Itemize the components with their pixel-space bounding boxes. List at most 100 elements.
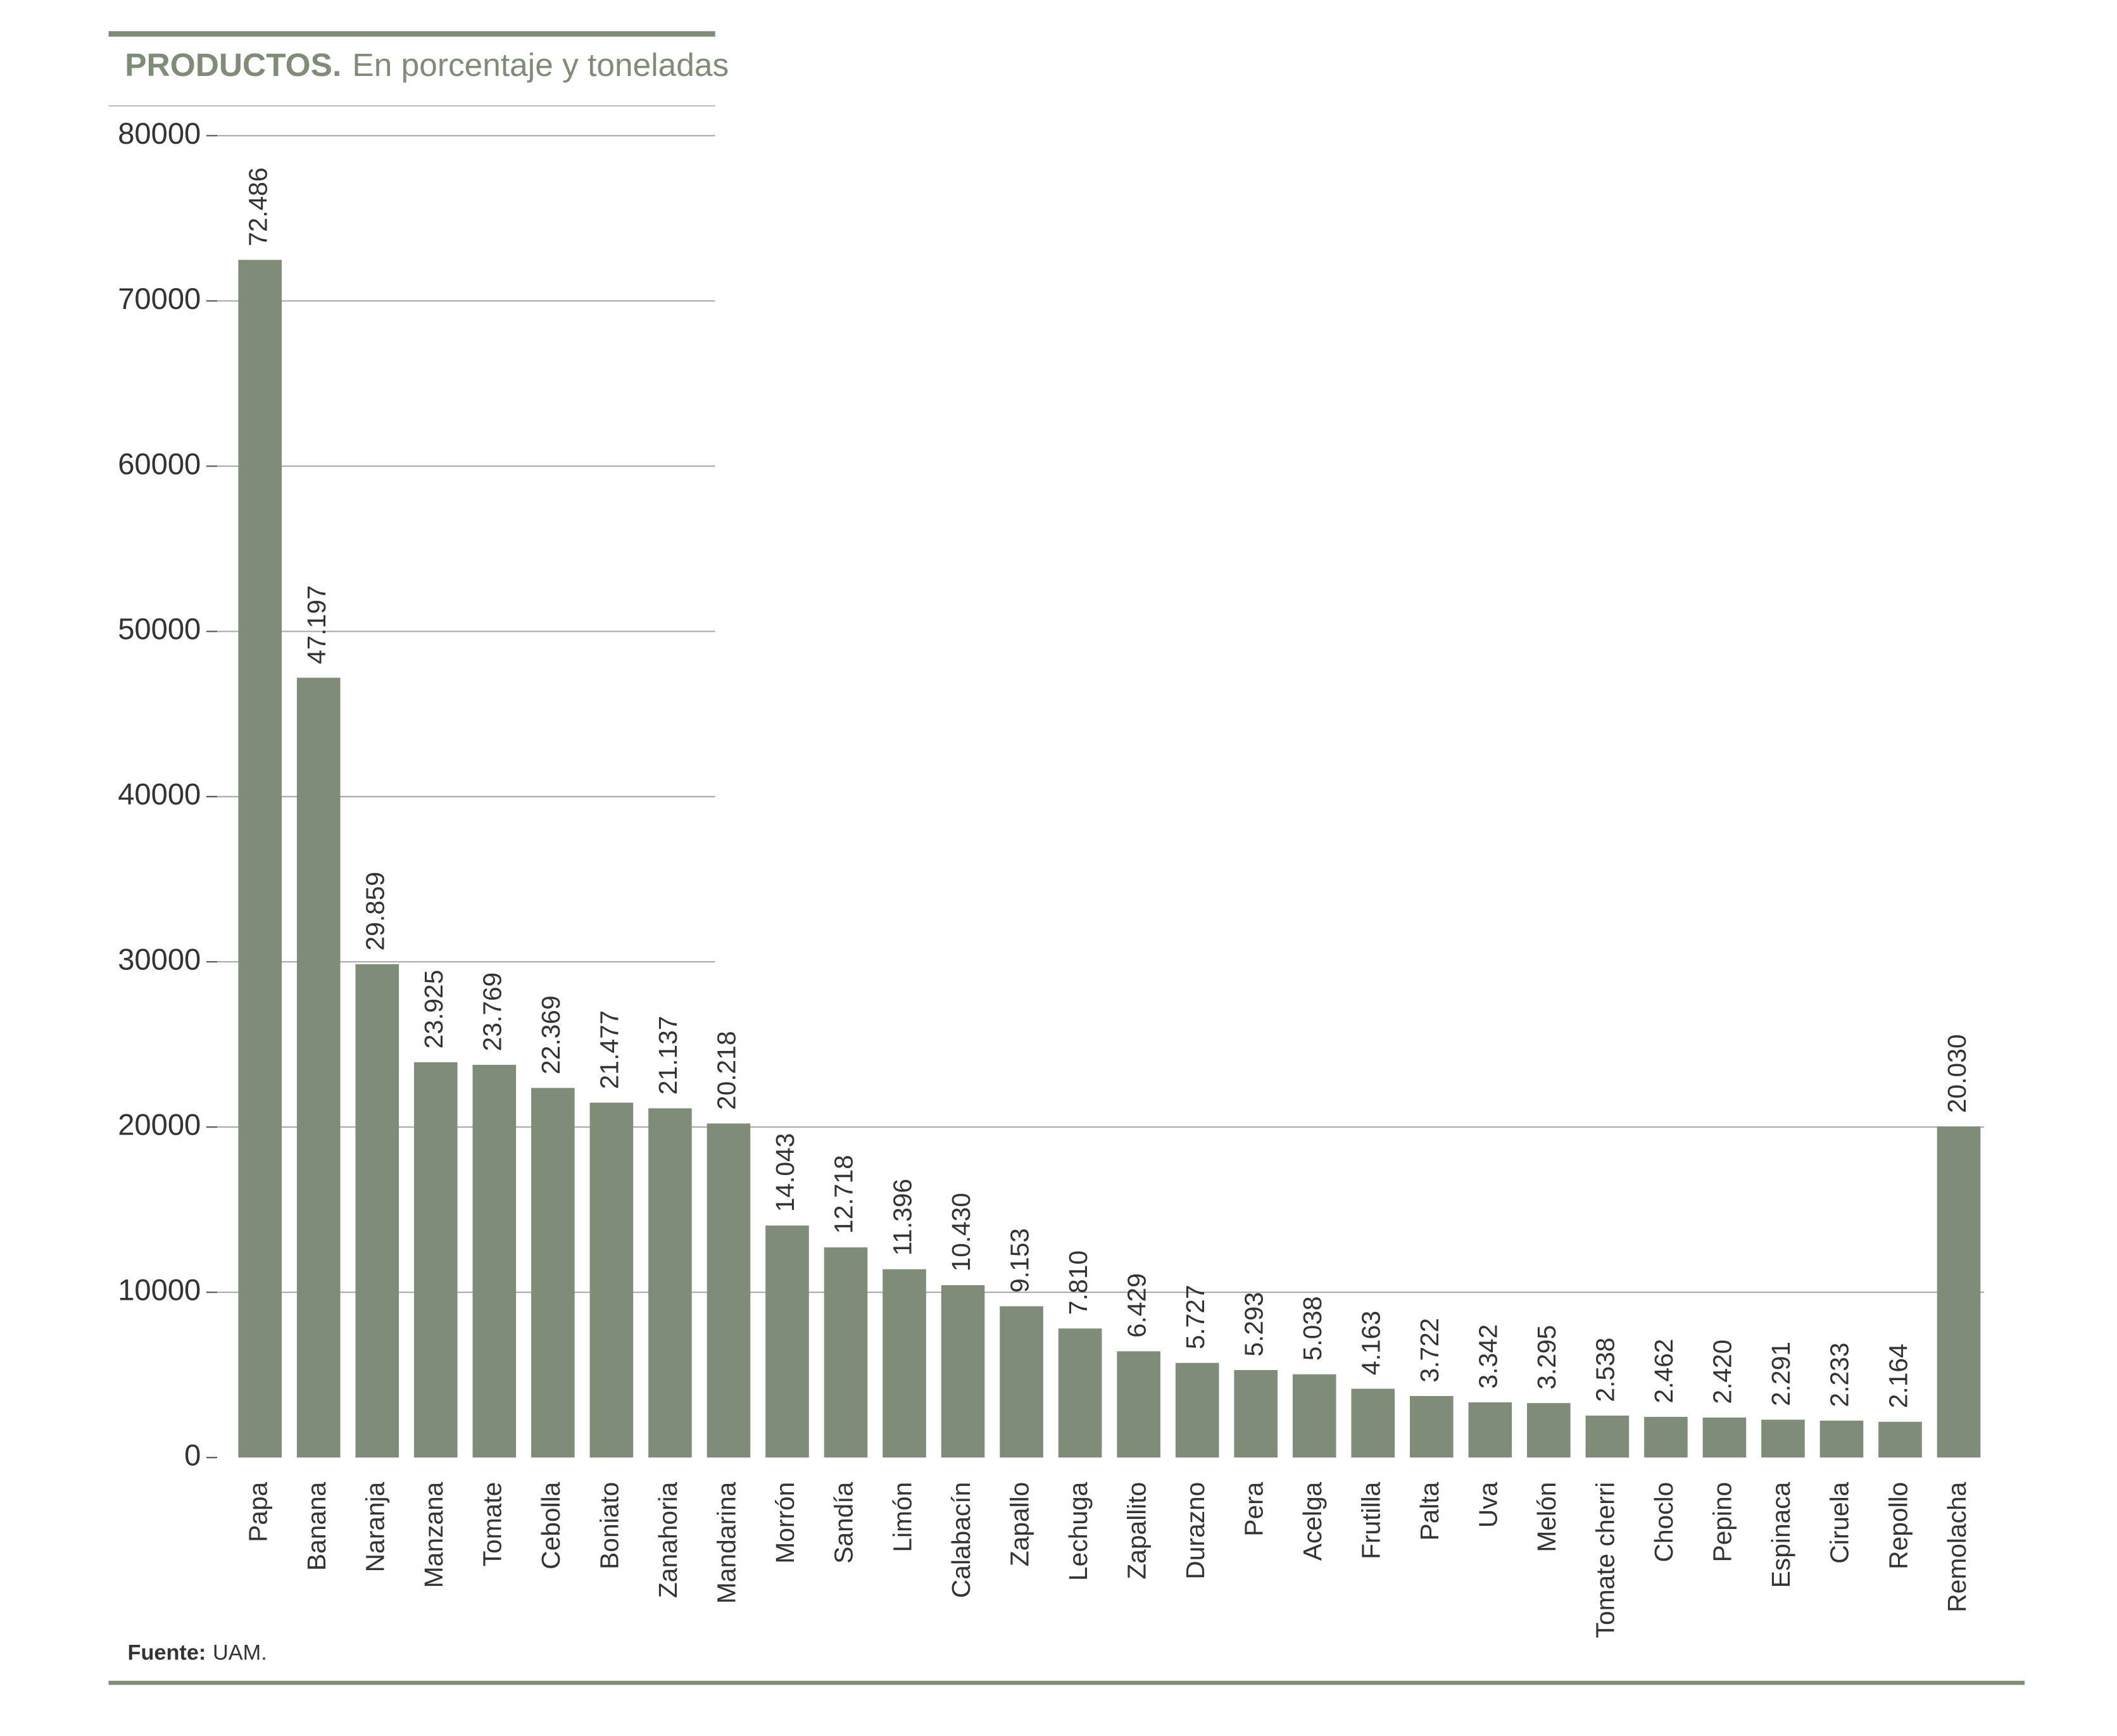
bar (1585, 1415, 1630, 1458)
x-tick-label: Espinaca (1766, 1481, 1795, 1588)
bar (531, 1088, 575, 1458)
x-tick-label: Zapallo (1005, 1482, 1034, 1567)
x-tick-label: Repollo (1883, 1482, 1913, 1569)
x-tick-label: Acelga (1298, 1481, 1327, 1561)
bar (1937, 1126, 1981, 1458)
value-label: 10.430 (946, 1193, 976, 1272)
title-line: PRODUCTOS. En porcentaje y toneladas (125, 46, 729, 83)
x-tick-label: Zapallito (1122, 1482, 1151, 1580)
bar (1702, 1417, 1747, 1458)
value-label: 29.859 (361, 872, 390, 951)
y-tick-label: 70000 (118, 282, 201, 315)
y-tick-label: 0 (184, 1438, 201, 1472)
x-tick-label: Choclo (1649, 1482, 1678, 1563)
y-tick-label: 40000 (118, 777, 201, 811)
x-tick-label: Durazno (1181, 1482, 1210, 1580)
x-tick-label: Manzana (419, 1481, 448, 1588)
value-label: 14.043 (770, 1133, 800, 1212)
bar (1292, 1374, 1336, 1458)
x-tick-label: Papa (243, 1481, 272, 1542)
value-label: 20.218 (712, 1031, 741, 1110)
x-tick-label: Mandarina (712, 1481, 741, 1604)
bar (472, 1064, 517, 1458)
bar (824, 1247, 868, 1458)
bar (1527, 1403, 1571, 1458)
value-label: 2.164 (1883, 1343, 1913, 1408)
bar (1819, 1420, 1864, 1458)
value-label: 4.163 (1357, 1311, 1386, 1375)
value-label: 2.420 (1708, 1340, 1737, 1404)
value-label: 21.137 (653, 1016, 682, 1095)
bar (1761, 1419, 1805, 1458)
value-label: 3.722 (1415, 1318, 1444, 1383)
y-tick-label: 20000 (118, 1108, 201, 1142)
x-tick-label: Cebolla (536, 1481, 565, 1569)
bar (238, 260, 282, 1458)
bar (648, 1108, 692, 1458)
value-label: 2.291 (1766, 1342, 1795, 1406)
x-tick-label: Morrón (770, 1482, 800, 1564)
y-tick-label: 30000 (118, 943, 201, 976)
y-tick-label: 80000 (118, 116, 201, 150)
bar (1000, 1306, 1043, 1458)
x-tick-label: Pera (1239, 1481, 1268, 1536)
x-tick-label: Remolacha (1942, 1481, 1971, 1612)
bar (765, 1225, 809, 1458)
source-line: Fuente: UAM. (128, 1641, 267, 1665)
x-tick-label: Tomate cherri (1591, 1482, 1620, 1639)
y-tick-label: 10000 (118, 1273, 201, 1307)
bar (1468, 1402, 1512, 1458)
value-label: 12.718 (829, 1155, 858, 1234)
x-tick-label: Boniato (595, 1482, 624, 1569)
x-tick-label: Frutilla (1357, 1481, 1386, 1559)
value-label: 20.030 (1942, 1034, 1971, 1113)
value-label: 22.369 (536, 995, 565, 1074)
bar (1409, 1396, 1454, 1458)
x-tick-label: Palta (1415, 1481, 1444, 1540)
x-tick-label: Lechuga (1064, 1481, 1093, 1581)
x-tick-label: Melón (1532, 1482, 1561, 1552)
bar (1644, 1416, 1688, 1458)
value-label: 47.197 (302, 585, 331, 664)
value-label: 3.295 (1532, 1325, 1561, 1390)
value-label: 23.769 (478, 972, 507, 1052)
x-tick-label: Sandía (829, 1481, 858, 1563)
value-label: 5.727 (1181, 1285, 1210, 1349)
y-tick-label: 50000 (118, 612, 201, 646)
value-label: 3.342 (1474, 1324, 1503, 1389)
bar (1058, 1328, 1102, 1458)
value-label: 6.429 (1122, 1273, 1151, 1338)
value-label: 2.538 (1591, 1338, 1620, 1402)
source: UAM. (213, 1641, 267, 1665)
value-label: 72.486 (243, 167, 272, 246)
value-label: 23.925 (419, 970, 448, 1049)
x-tick-label: Zanahoria (653, 1481, 682, 1598)
value-label: 5.293 (1239, 1292, 1268, 1357)
x-tick-label: Ciruela (1825, 1481, 1854, 1563)
value-label: 9.153 (1005, 1228, 1034, 1293)
bar (1878, 1421, 1922, 1458)
bar (589, 1102, 634, 1458)
bar (1175, 1362, 1219, 1458)
y-tick-label: 60000 (118, 447, 201, 481)
value-label: 11.396 (888, 1179, 917, 1256)
x-tick-label: Tomate (478, 1482, 507, 1567)
source-label: Fuente: (128, 1641, 206, 1665)
bar (414, 1062, 458, 1458)
bar (296, 677, 341, 1458)
bar (1234, 1370, 1278, 1458)
bar (355, 964, 399, 1458)
bar (941, 1285, 985, 1458)
value-label: 5.038 (1298, 1296, 1327, 1361)
value-label: 21.477 (595, 1010, 624, 1090)
bar (883, 1269, 926, 1458)
bar (1117, 1351, 1160, 1458)
value-label: 7.810 (1064, 1250, 1093, 1315)
x-tick-label: Limón (888, 1482, 917, 1552)
value-label: 2.233 (1825, 1343, 1854, 1407)
bar (707, 1123, 751, 1458)
chart-subtitle: En porcentaje y toneladas (352, 46, 729, 83)
value-label: 2.462 (1649, 1339, 1678, 1404)
